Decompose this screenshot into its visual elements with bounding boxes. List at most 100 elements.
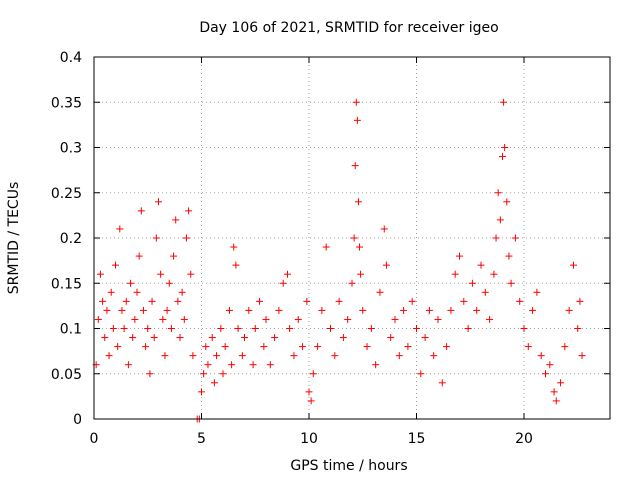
data-point (249, 361, 257, 369)
data-point (569, 261, 577, 269)
data-point (322, 243, 330, 251)
data-point (232, 261, 240, 269)
data-point (303, 297, 311, 305)
x-tick-label: 20 (515, 431, 533, 447)
data-point (357, 270, 365, 278)
data-point (421, 334, 429, 342)
data-point (464, 325, 472, 332)
data-point (256, 297, 264, 305)
data-point (376, 288, 384, 296)
data-point (189, 352, 197, 360)
data-point (492, 234, 500, 242)
x-tick-label: 0 (90, 431, 99, 447)
data-point (107, 288, 115, 296)
data-point (178, 288, 186, 296)
data-point (413, 325, 420, 332)
data-point (251, 325, 259, 332)
data-point (238, 352, 246, 360)
data-point (204, 361, 212, 369)
plot-frame (93, 56, 611, 420)
data-point (456, 252, 463, 260)
data-point (99, 297, 107, 305)
data-point (118, 306, 126, 314)
data-point (490, 270, 498, 278)
data-point (120, 325, 128, 332)
y-tick-label: 0.35 (51, 95, 82, 111)
data-point (372, 361, 380, 369)
data-point (146, 370, 154, 378)
data-point (213, 352, 221, 360)
data-point (561, 343, 569, 351)
data-point (170, 252, 178, 260)
data-point (503, 198, 511, 206)
y-tick-label: 0.1 (60, 322, 82, 338)
data-point (496, 216, 504, 224)
data-point (354, 198, 362, 206)
data-point (163, 306, 171, 314)
data-point (417, 370, 425, 378)
data-point (271, 334, 279, 342)
data-point (494, 189, 502, 197)
data-point (200, 370, 208, 378)
data-point (234, 325, 242, 332)
x-tick-label: 5 (197, 431, 206, 447)
data-point (210, 379, 218, 387)
y-tick-label: 0.2 (60, 231, 82, 247)
data-point (318, 306, 326, 314)
data-point (176, 334, 184, 342)
data-point (221, 343, 229, 351)
data-point (408, 297, 416, 305)
data-point (565, 306, 573, 314)
data-point (505, 252, 513, 260)
y-tick-label: 0.25 (51, 186, 82, 202)
data-point (507, 279, 515, 287)
data-point (516, 297, 524, 305)
data-point (94, 315, 102, 323)
data-point (468, 279, 476, 287)
y-axis-label: SRMTID / TECUs (6, 182, 22, 295)
data-point (105, 352, 113, 360)
data-point (245, 306, 253, 314)
data-point (299, 343, 307, 351)
data-point (142, 343, 150, 351)
data-point (122, 297, 130, 305)
data-point (309, 370, 317, 378)
data-point (486, 315, 494, 323)
x-axis-label: GPS time / hours (290, 458, 407, 474)
y-tick-label: 0.05 (51, 367, 82, 383)
data-point (139, 306, 147, 314)
data-point (363, 343, 371, 351)
data-point (499, 153, 506, 161)
data-point (133, 288, 141, 296)
data-point (161, 352, 169, 360)
data-point (112, 261, 119, 269)
data-point (339, 334, 347, 342)
data-point (180, 315, 188, 323)
data-point (286, 325, 294, 332)
data-point (511, 234, 519, 242)
y-tick-label: 0.15 (51, 276, 82, 292)
data-point (477, 261, 485, 269)
data-point (404, 343, 412, 351)
data-point (114, 343, 122, 351)
data-point (395, 352, 403, 360)
data-point (500, 98, 508, 106)
data-point (185, 207, 193, 215)
data-point (208, 334, 216, 342)
data-point (451, 270, 459, 278)
axis-tick-labels: 0 5 10 15 20 0 0.05 0.1 0.15 0.2 0.25 0.3 0.35 0.4 (51, 50, 533, 447)
data-point (172, 216, 180, 224)
data-point (228, 361, 236, 369)
y-tick-label: 0.3 (60, 141, 82, 157)
data-point (460, 297, 468, 305)
data-point (524, 343, 532, 351)
data-point (101, 334, 109, 342)
data-point (501, 144, 509, 151)
data-point (266, 361, 274, 369)
data-point (230, 243, 238, 251)
data-point (217, 325, 225, 332)
data-point (103, 306, 111, 314)
data-point (481, 288, 489, 296)
data-point (367, 325, 375, 332)
